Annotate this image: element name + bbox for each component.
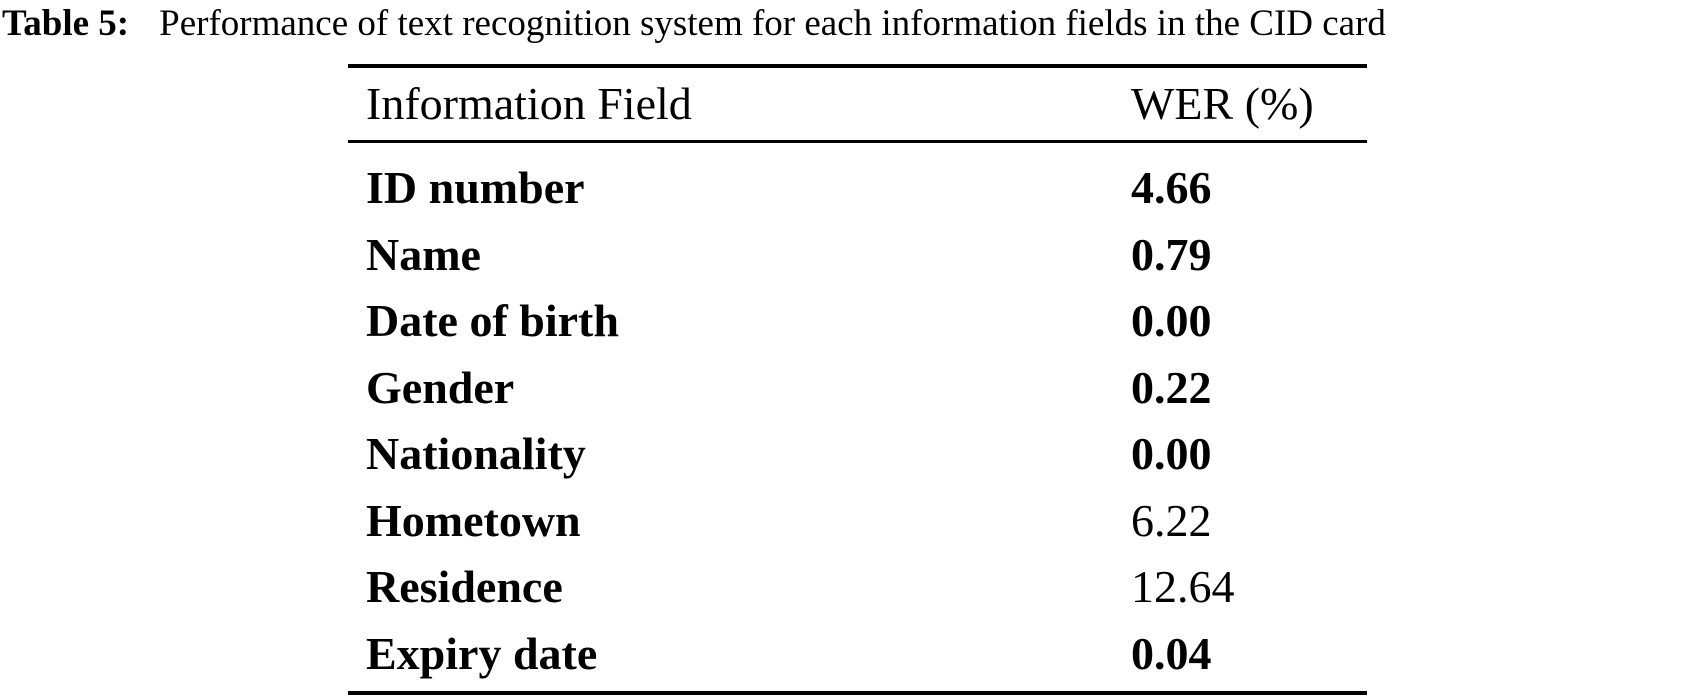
header-wer: WER (%) — [1131, 78, 1314, 129]
table-row: Date of birth 0.00 — [348, 288, 1367, 355]
field-cell: ID number — [366, 162, 585, 214]
table-row: Nationality 0.00 — [348, 421, 1367, 488]
table-row: ID number 4.66 — [348, 155, 1367, 222]
field-cell: Name — [366, 228, 481, 280]
table-row: Expiry date 0.04 — [348, 621, 1367, 688]
wer-cell: 6.22 — [1131, 494, 1212, 546]
field-cell: Expiry date — [366, 627, 598, 679]
field-cell: Residence — [366, 561, 563, 613]
table-bottom-rule — [348, 691, 1367, 695]
table-caption: Table 5: Performance of text recognition … — [2, 2, 1386, 46]
table-row: Residence 12.64 — [348, 554, 1367, 621]
wer-cell: 0.22 — [1131, 361, 1212, 413]
table-row: Gender 0.22 — [348, 355, 1367, 422]
table-top-rule — [348, 64, 1367, 68]
header-information-field: Information Field — [366, 78, 692, 129]
field-cell: Date of birth — [366, 295, 619, 347]
field-cell: Nationality — [366, 428, 586, 480]
wer-cell: 0.04 — [1131, 627, 1212, 679]
table-row: Name 0.79 — [348, 222, 1367, 289]
wer-cell: 0.79 — [1131, 228, 1212, 280]
table-header-row: Information Field WER (%) — [348, 68, 1367, 140]
field-cell: Gender — [366, 361, 515, 413]
wer-cell: 4.66 — [1131, 162, 1212, 214]
table-row: Hometown 6.22 — [348, 488, 1367, 555]
wer-cell: 0.00 — [1131, 428, 1212, 480]
table-body: ID number 4.66 Name 0.79 Date of birth 0… — [348, 143, 1367, 691]
field-cell: Hometown — [366, 494, 581, 546]
caption-text: Performance of text recognition system f… — [159, 3, 1386, 44]
results-table: Information Field WER (%) ID number 4.66… — [348, 64, 1367, 695]
table-mid-rule — [348, 140, 1367, 143]
wer-cell: 12.64 — [1131, 561, 1235, 613]
caption-label: Table 5: — [2, 3, 130, 44]
wer-cell: 0.00 — [1131, 295, 1212, 347]
